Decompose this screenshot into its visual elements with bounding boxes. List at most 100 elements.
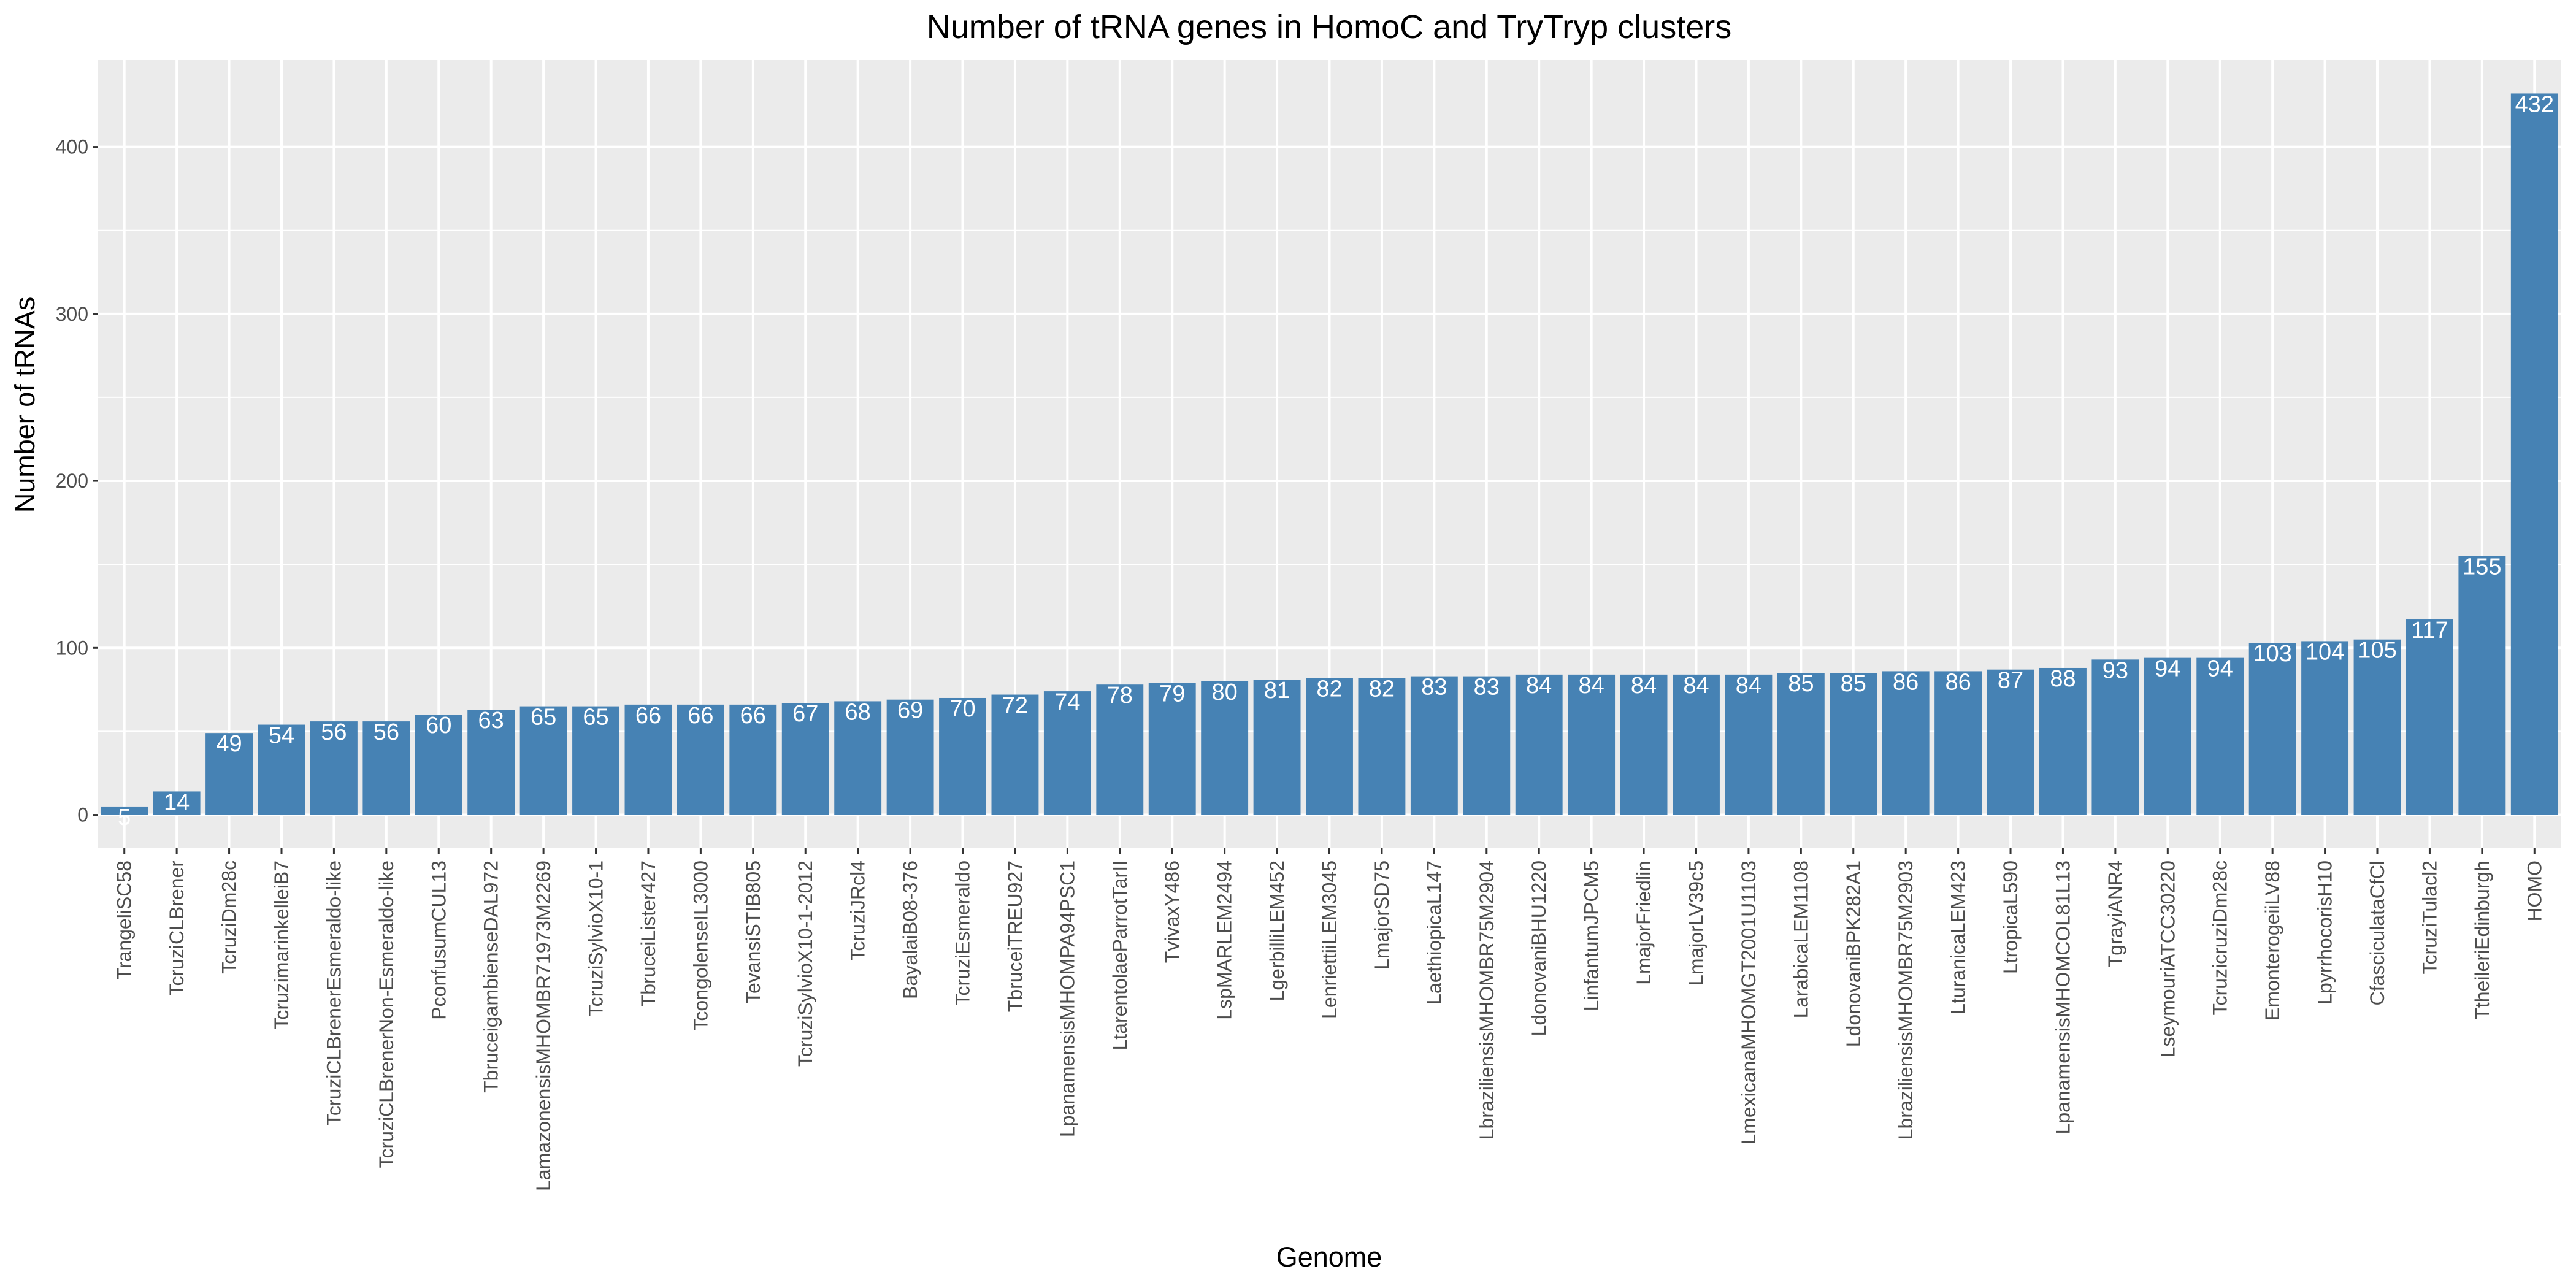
bar-value-label: 432 [2515,91,2554,117]
bar [2248,643,2296,815]
x-tick-label: TcruziCLBrenerEsmeraldo-like [323,861,345,1125]
bar [886,699,934,815]
bar-value-label: 84 [1631,673,1657,699]
bar-value-label: 117 [2411,618,2448,643]
bar [834,701,882,815]
x-tick-label: TcongolenseIL3000 [689,861,711,1031]
x-tick-label: LspMARLEM2494 [1214,861,1236,1020]
bar [1934,671,1982,815]
bar-value-label: 85 [1788,671,1814,697]
bar-value-label: 84 [1578,673,1604,699]
bar [572,706,619,815]
bar-value-label: 68 [845,699,871,725]
x-tick-label: TbruceiTREU927 [1004,861,1026,1012]
bar-value-label: 94 [2155,656,2180,682]
bar [1987,669,2034,815]
bar-value-label: 87 [1998,668,2023,694]
x-tick-label: TcruziSylvioX10-1-2012 [794,861,816,1067]
x-tick-label: LbraziliensisMHOMBR75M2903 [1895,861,1917,1140]
bar [467,710,515,815]
y-tick-label: 300 [56,303,88,325]
bar-value-label: 67 [792,701,818,727]
bar [1410,676,1458,815]
x-tick-label: CfasciculataCfCl [2366,861,2388,1006]
x-tick-label: LbraziliensisMHOMBR75M2904 [1476,861,1498,1140]
x-tick-label: LdonovaniBPK282A1 [1842,861,1865,1047]
x-tick-label: LgerbilliLEM452 [1266,861,1288,1001]
bar-value-label: 66 [740,703,766,729]
bar [1043,691,1091,815]
bar-value-label: 104 [2306,639,2344,665]
x-tick-label: TrangeliSC58 [113,861,136,979]
bar-value-label: 81 [1264,678,1290,703]
bar-value-label: 80 [1212,680,1238,705]
bar [1515,674,1563,815]
bar [2405,619,2453,815]
bar [1306,678,1353,815]
bar [2458,556,2506,815]
x-tick-label: TcruziCLBrener [166,861,188,996]
x-tick-label: TcruzimarinkelleiB7 [270,861,293,1030]
bar [1358,678,1406,815]
bar [1882,671,1930,815]
x-tick-label: LmexicanaMHOMGT2001U1103 [1738,861,1760,1145]
bar-value-label: 60 [426,713,451,738]
bar-value-label: 78 [1107,683,1133,708]
bar-value-label: 56 [374,719,399,745]
bar-value-label: 82 [1369,676,1395,702]
bar-value-label: 84 [1683,673,1709,699]
bar [205,733,253,815]
bar [2144,657,2191,815]
bar-value-label: 103 [2253,641,2291,667]
bar-value-label: 83 [1421,675,1447,700]
bar-value-label: 69 [897,698,923,724]
x-tick-label: HOMO [2523,861,2545,922]
y-tick-label: 100 [56,637,88,659]
x-tick-label: LpyrrhocorisH10 [2314,861,2336,1005]
bar-value-label: 93 [2103,657,2128,683]
x-tick-label: TvivaxY486 [1161,861,1183,963]
bar [310,721,358,815]
x-tick-label: TcruziEsmeraldo [952,861,974,1006]
bar-value-label: 84 [1526,673,1552,699]
bar-value-label: 5 [118,805,131,830]
bar-value-label: 63 [478,708,504,734]
bar [1830,673,1877,815]
bar-value-label: 86 [1893,669,1919,695]
x-tick-label: EmonterogeiiLV88 [2261,861,2283,1021]
bar [781,703,829,815]
bar [2091,659,2139,815]
x-axis-title: Genome [1276,1241,1382,1273]
bar [1096,684,1144,815]
bar [362,721,410,815]
bar [2039,667,2087,815]
bar-value-label: 85 [1841,671,1866,697]
x-tick-label: LtropicaL590 [1999,861,2022,974]
bar [1568,674,1616,815]
bar [2510,93,2558,815]
x-tick-label: BayalaiB08-376 [899,861,921,999]
bar [1620,674,1668,815]
x-tick-label: LmajorFriedlin [1633,861,1655,985]
bars [101,93,2558,815]
x-tick-label: TcruziCLBrenerNon-Esmeraldo-like [375,861,397,1168]
x-tick-label: PconfusumCUL13 [427,861,450,1020]
bar [519,706,567,815]
bar-value-label: 79 [1159,681,1185,707]
bar [1673,674,1720,815]
bar-value-label: 88 [2050,666,2076,692]
x-tick-label: TcruziSylvioX10-1 [585,861,607,1016]
bar-value-label: 49 [216,731,242,757]
bar-value-label: 70 [949,696,975,722]
x-tick-label: TbruceiLister427 [637,861,659,1006]
x-tick-label: LaethiopicaL147 [1423,861,1445,1005]
x-tick-label: LpanamensisMHOMPA94PSC1 [1056,861,1078,1137]
bar-value-label: 54 [269,723,294,749]
bar [2353,639,2401,815]
x-tick-label: LenriettiiLEM3045 [1319,861,1341,1019]
bar [1201,681,1249,815]
x-axis: TrangeliSC58 TcruziCLBrener TcruziDm28c Tcr… [113,848,2545,1191]
bar [1777,673,1825,815]
bar-value-label: 86 [1945,669,1971,695]
